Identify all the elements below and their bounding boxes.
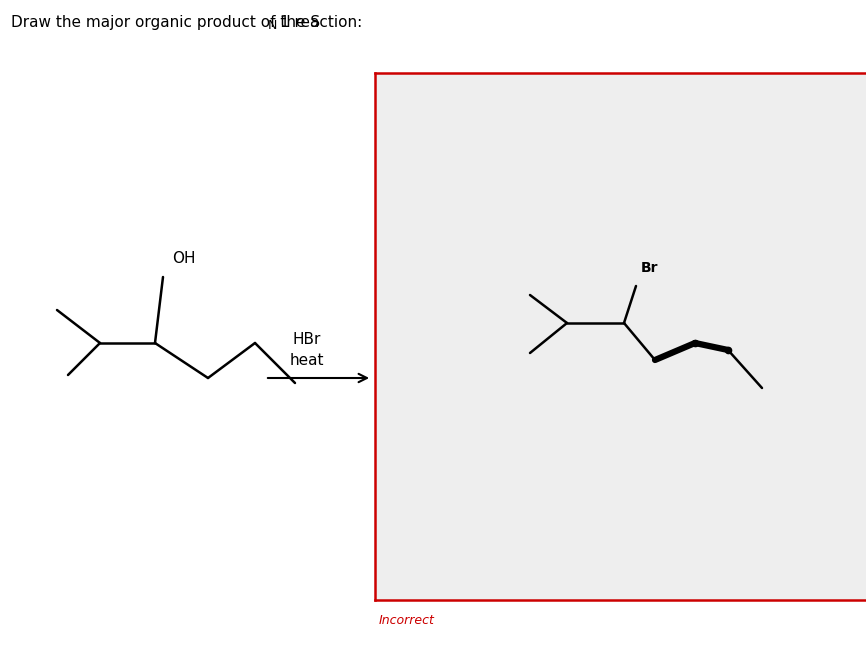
- Text: OH: OH: [172, 251, 196, 266]
- Text: Incorrect: Incorrect: [379, 614, 435, 627]
- Text: Br: Br: [641, 261, 658, 275]
- Text: Draw the major organic product of the S: Draw the major organic product of the S: [11, 15, 320, 29]
- Bar: [375, 73, 866, 600]
- Text: HBr
heat: HBr heat: [290, 332, 324, 368]
- Text: 1 reaction:: 1 reaction:: [280, 15, 362, 29]
- Text: N: N: [268, 19, 277, 31]
